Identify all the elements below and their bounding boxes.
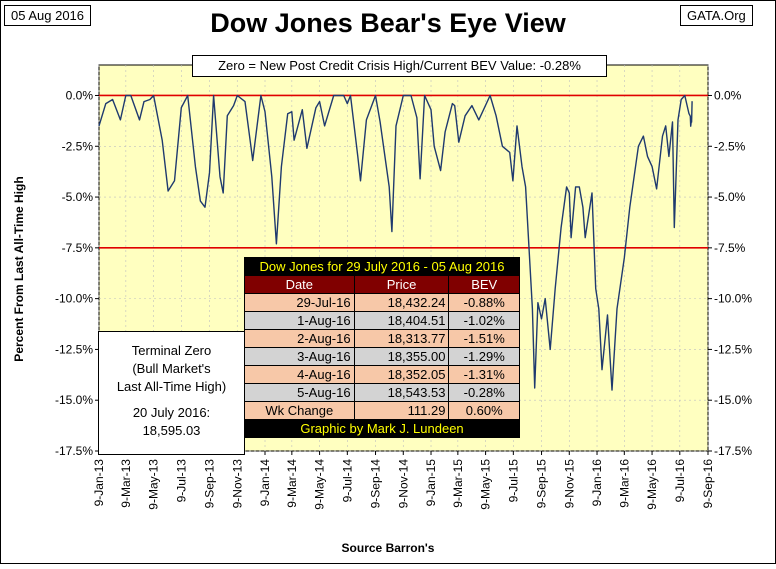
y-tick-label: -5.0% xyxy=(714,190,746,204)
credit-row: Graphic by Mark J. Lundeen xyxy=(244,419,520,438)
terminal-line-4: 20 July 2016: xyxy=(132,405,211,420)
cell-date: 5-Aug-16 xyxy=(244,383,355,402)
date-tag: 05 Aug 2016 xyxy=(4,5,92,26)
x-tick-label: 9-Mar-16 xyxy=(617,459,631,508)
header-price: Price xyxy=(353,275,450,294)
cell-wk-bev: 0.60% xyxy=(448,401,520,420)
chart-subtitle: Zero = New Post Credit Crisis High/Curre… xyxy=(192,55,607,77)
y-tick-label: -7.5% xyxy=(62,241,94,255)
terminal-zero-box: Terminal Zero (Bull Market's Last All-Ti… xyxy=(98,331,245,455)
series-line xyxy=(98,94,693,391)
chart-title: Dow Jones Bear's Eye View xyxy=(210,8,566,38)
table-caption: Dow Jones for 29 July 2016 - 05 Aug 2016 xyxy=(244,257,520,276)
cell-bev: -1.02% xyxy=(448,311,520,330)
cell-bev: -1.31% xyxy=(448,365,520,384)
y-tick-label: -17.5% xyxy=(714,444,752,458)
terminal-line-3: Last All-Time High) xyxy=(116,379,227,394)
x-tick-label: 9-Nov-13 xyxy=(230,459,244,509)
cell-bev: -0.88% xyxy=(448,293,520,312)
y-tick-label: -10.0% xyxy=(55,292,93,306)
y-tick-label: -10.0% xyxy=(714,292,752,306)
y-tick-label: -5.0% xyxy=(62,190,94,204)
source-tag: GATA.Org xyxy=(680,5,753,26)
header-date: Date xyxy=(244,275,355,294)
x-tick-label: 9-Jul-16 xyxy=(673,459,687,503)
header-bev: BEV xyxy=(448,275,520,294)
table-header-row: Date Price BEV xyxy=(244,275,520,294)
cell-bev: -1.51% xyxy=(448,329,520,348)
x-tick-label: 9-Sep-14 xyxy=(369,459,383,509)
cell-price: 18,313.77 xyxy=(353,329,450,348)
x-tick-label: 9-Jan-15 xyxy=(424,459,438,507)
y-tick-label: -12.5% xyxy=(714,342,752,356)
cell-price: 18,404.51 xyxy=(353,311,450,330)
y-tick-label: -7.5% xyxy=(714,241,746,255)
table-row: 3-Aug-16 18,355.00 -1.29% xyxy=(244,347,520,366)
cell-date: 29-Jul-16 xyxy=(244,293,355,312)
cell-date: 2-Aug-16 xyxy=(244,329,355,348)
x-tick-label: 9-Mar-14 xyxy=(285,459,299,508)
x-tick-label: 9-Mar-15 xyxy=(451,459,465,508)
credit-text: Graphic by Mark J. Lundeen xyxy=(244,419,520,438)
series-layer xyxy=(98,94,693,391)
y-axis-right: 0.0% -2.5% -5.0% -7.5% -10.0% -12.5% -15.0% -17… xyxy=(708,88,752,458)
x-tick-label: 9-Jul-13 xyxy=(174,459,188,503)
cell-bev: -0.28% xyxy=(448,383,520,402)
y-tick-label: -2.5% xyxy=(714,139,746,153)
cell-price: 18,352.05 xyxy=(353,365,450,384)
cell-bev: -1.29% xyxy=(448,347,520,366)
y-tick-label: 0.0% xyxy=(714,88,742,102)
table-row: 29-Jul-16 18,432.24 -0.88% xyxy=(244,293,520,312)
weekly-table: Dow Jones for 29 July 2016 - 05 Aug 2016… xyxy=(244,257,520,438)
table-row: 1-Aug-16 18,404.51 -1.02% xyxy=(244,311,520,330)
cell-price: 18,432.24 xyxy=(353,293,450,312)
cell-wk-label: Wk Change xyxy=(244,401,355,420)
x-tick-label: 9-Sep-16 xyxy=(701,459,715,509)
x-tick-label: 9-Sep-13 xyxy=(203,459,217,509)
y-tick-label: -15.0% xyxy=(55,393,93,407)
cell-wk-price: 111.29 xyxy=(353,401,450,420)
y-tick-label: -17.5% xyxy=(55,444,93,458)
table-row: 5-Aug-16 18,543.53 -0.28% xyxy=(244,383,520,402)
x-tick-label: 9-May-16 xyxy=(645,459,659,510)
x-tick-label: 9-Sep-15 xyxy=(535,459,549,509)
cell-price: 18,543.53 xyxy=(353,383,450,402)
y-tick-label: -2.5% xyxy=(62,139,94,153)
x-tick-label: 9-Jul-14 xyxy=(340,459,354,503)
y-axis-left: 0.0% -2.5% -5.0% -7.5% -10.0% -12.5% -15.0% -17… xyxy=(55,88,99,458)
table-row: 4-Aug-16 18,352.05 -1.31% xyxy=(244,365,520,384)
y-tick-label: -15.0% xyxy=(714,393,752,407)
x-tick-label: 9-Nov-15 xyxy=(562,459,576,509)
x-tick-label: 9-Mar-13 xyxy=(119,459,133,508)
x-axis-label: Source Barron's xyxy=(341,541,435,555)
cell-price: 18,355.00 xyxy=(353,347,450,366)
x-tick-label: 9-Jan-13 xyxy=(92,459,106,507)
x-tick-label: 9-Jul-15 xyxy=(506,459,520,503)
cell-date: 3-Aug-16 xyxy=(244,347,355,366)
x-tick-label: 9-May-14 xyxy=(313,459,327,510)
x-tick-label: 9-Jan-14 xyxy=(258,459,272,507)
terminal-line-2: (Bull Market's xyxy=(132,361,211,376)
x-tick-label: 9-Nov-14 xyxy=(396,459,410,509)
y-axis-label: Percent From Last All-Time High xyxy=(12,176,26,362)
y-tick-label: -12.5% xyxy=(55,342,93,356)
x-tick-label: 9-Jan-16 xyxy=(590,459,604,507)
y-tick-label: 0.0% xyxy=(66,88,94,102)
wk-change-row: Wk Change 111.29 0.60% xyxy=(244,401,520,420)
cell-date: 1-Aug-16 xyxy=(244,311,355,330)
x-tick-label: 9-May-15 xyxy=(479,459,493,510)
terminal-line-5: 18,595.03 xyxy=(142,423,201,438)
table-row: 2-Aug-16 18,313.77 -1.51% xyxy=(244,329,520,348)
x-tick-label: 9-May-13 xyxy=(147,459,161,510)
x-axis: 9-Jan-13 9-Mar-13 9-May-13 9-Jul-13 9-Sep-13… xyxy=(92,451,715,510)
table-caption-row: Dow Jones for 29 July 2016 - 05 Aug 2016 xyxy=(244,257,520,276)
cell-date: 4-Aug-16 xyxy=(244,365,355,384)
terminal-line-1: Terminal Zero xyxy=(131,343,212,358)
